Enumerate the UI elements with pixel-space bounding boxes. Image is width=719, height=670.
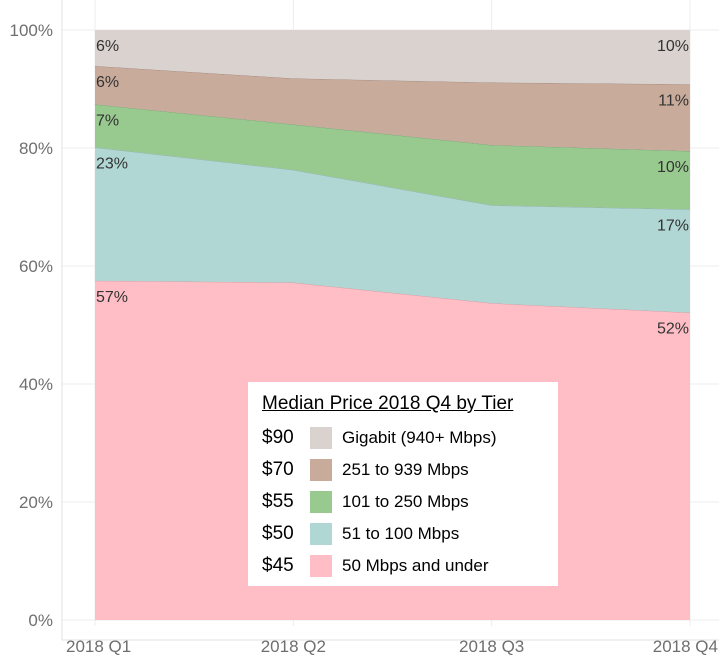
data-label: 10% [657, 159, 689, 176]
x-tick-label: 2018 Q3 [459, 637, 524, 656]
legend-label: 251 to 939 Mbps [342, 460, 469, 479]
x-tick-label: 2018 Q1 [66, 637, 131, 656]
legend-item-50-under: $45 50 Mbps and under [262, 552, 489, 580]
legend-box: Median Price 2018 Q4 by Tier $90 Gigabit… [248, 382, 558, 586]
legend-item-251-939: $70 251 to 939 Mbps [262, 456, 469, 484]
legend-title: Median Price 2018 Q4 by Tier [262, 393, 514, 414]
area-series-1 [95, 147, 690, 313]
x-tick-label: 2018 Q4 [653, 637, 718, 656]
legend-price: $90 [262, 427, 294, 448]
legend-swatch [310, 491, 332, 513]
y-tick-label: 20% [19, 493, 53, 512]
y-tick-label: 80% [19, 139, 53, 158]
legend-item-101-250: $55 101 to 250 Mbps [262, 488, 469, 516]
data-label: 11% [658, 92, 689, 109]
data-label: 57% [96, 289, 128, 306]
legend-price: $55 [262, 491, 294, 512]
data-label: 23% [96, 155, 128, 172]
legend-price: $50 [262, 523, 294, 544]
legend-price: $45 [262, 555, 294, 576]
legend-label: 101 to 250 Mbps [342, 492, 469, 511]
data-label: 17% [657, 217, 689, 234]
legend-label: 50 Mbps and under [342, 556, 489, 575]
y-tick-label: 0% [28, 611, 53, 630]
x-tick-label: 2018 Q2 [261, 637, 326, 656]
data-label: 52% [657, 321, 689, 338]
legend-label: 51 to 100 Mbps [342, 524, 460, 543]
data-label: 6% [96, 38, 119, 55]
legend-swatch [310, 427, 332, 449]
y-tick-label: 40% [19, 375, 53, 394]
legend-swatch [310, 459, 332, 481]
data-label: 10% [657, 38, 689, 55]
area-series-2 [95, 104, 690, 210]
data-label: 6% [96, 74, 119, 91]
legend-price: $70 [262, 459, 294, 480]
area-series-4 [95, 30, 690, 85]
y-tick-label: 60% [19, 257, 53, 276]
legend-item-gigabit: $90 Gigabit (940+ Mbps) [262, 424, 497, 452]
data-label: 7% [96, 112, 119, 129]
area-series-3 [95, 65, 690, 151]
legend-label: Gigabit (940+ Mbps) [342, 428, 497, 447]
legend-item-51-100: $50 51 to 100 Mbps [262, 520, 459, 548]
legend-swatch [310, 523, 332, 545]
legend-swatch [310, 555, 332, 577]
y-tick-label: 100% [10, 21, 53, 40]
